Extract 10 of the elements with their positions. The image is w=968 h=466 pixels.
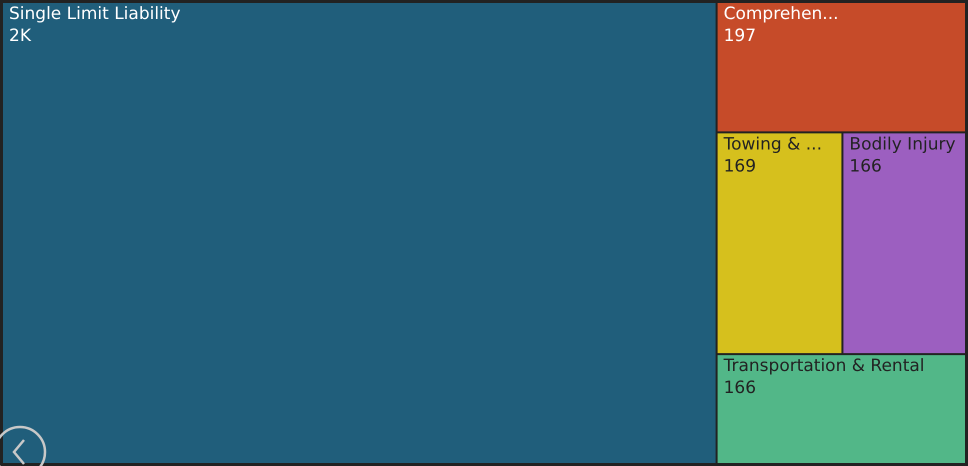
category-label: Single Limit Liability: [9, 4, 181, 24]
data-label: 197: [724, 26, 756, 46]
category-label: Bodily Injury: [849, 134, 956, 154]
category-label: Comprehen...: [724, 4, 839, 24]
data-label: 166: [849, 156, 882, 176]
data-label: 2K: [9, 26, 32, 46]
data-label: 166: [724, 378, 756, 398]
category-label: Transportation & Rental: [722, 356, 925, 376]
category-label: Towing & ...: [722, 134, 822, 154]
data-label: 169: [724, 156, 756, 176]
